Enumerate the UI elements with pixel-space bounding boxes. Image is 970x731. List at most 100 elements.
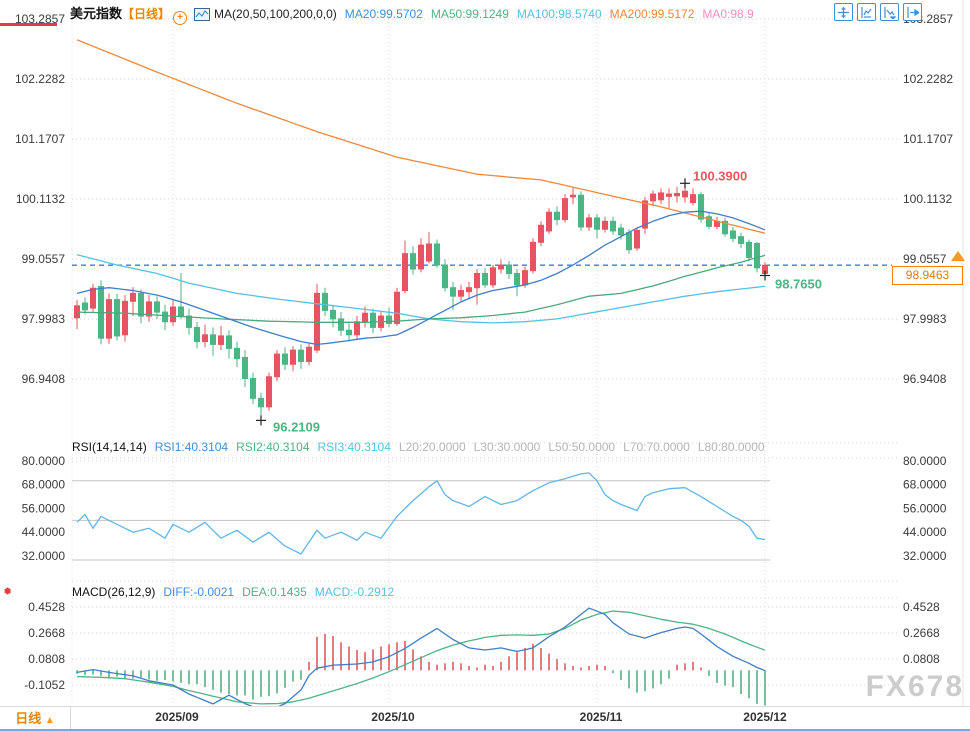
low-annotation: 96.2109 xyxy=(273,419,320,434)
ma50-value: MA50:99.1249 xyxy=(430,7,509,21)
ma200-value: MA200:99.5172 xyxy=(609,7,695,21)
price-axis-label-left: 103.2857 xyxy=(15,12,65,26)
candle-body xyxy=(738,236,744,244)
indicator-chart-icon[interactable] xyxy=(194,8,211,24)
candle-body xyxy=(330,309,336,320)
price-axis-label-right: 97.9983 xyxy=(903,312,947,326)
candle-body xyxy=(418,244,424,270)
rsi-axis-label-left: 56.0000 xyxy=(22,501,66,515)
macd-axis-label-right: 0.2668 xyxy=(903,626,940,640)
candle-body xyxy=(226,335,232,349)
rsi1-value: RSI1:40.3104 xyxy=(154,440,229,454)
x-label-dec: 2025/12 xyxy=(743,710,787,724)
macd-axis-label-left: 0.0808 xyxy=(28,652,65,666)
candle-body xyxy=(298,349,304,362)
zoom-in-chart-icon[interactable] xyxy=(857,3,876,21)
candle-body xyxy=(282,353,288,365)
rsi-l70-label: L70:70.0000 xyxy=(623,440,690,454)
candle-body xyxy=(266,376,272,408)
candle-body xyxy=(218,335,224,345)
price-axis-label-right: 100.1132 xyxy=(903,192,952,206)
candle-body xyxy=(90,287,96,309)
candle-body xyxy=(178,306,184,317)
price-axis-label-left: 102.2282 xyxy=(15,72,65,86)
macd-axis-label-right: 0.4528 xyxy=(903,600,940,614)
x-label-oct: 2025/10 xyxy=(371,710,415,724)
watermark: FX678 xyxy=(865,670,964,703)
candle-body xyxy=(130,292,136,302)
pan-right-icon[interactable] xyxy=(903,3,922,21)
rsi-axis-label-right: 80.0000 xyxy=(903,454,947,468)
candle-body xyxy=(346,329,352,336)
candle-body xyxy=(546,211,552,232)
period-label: 【日线】 xyxy=(122,7,171,21)
candle-body xyxy=(522,270,528,286)
candle-body xyxy=(338,318,344,331)
candle-body xyxy=(626,232,632,251)
price-axis-label-right: 99.0557 xyxy=(903,252,947,266)
high-annotation: 100.3900 xyxy=(693,168,747,183)
candle-body xyxy=(562,198,568,221)
price-axis-label-left: 96.9408 xyxy=(22,372,66,386)
candle-body xyxy=(122,300,128,336)
candle-body xyxy=(482,273,488,286)
candle-body xyxy=(666,193,672,197)
candle-body xyxy=(754,242,760,269)
candle-body xyxy=(642,200,648,229)
candle-body xyxy=(490,267,496,286)
rsi-axis-label-left: 80.0000 xyxy=(22,454,66,468)
period-tab-daily[interactable]: 日线 ▲ xyxy=(0,707,71,730)
candle-body xyxy=(682,190,688,198)
candle-body xyxy=(746,241,752,259)
candle-body xyxy=(570,194,576,198)
x-label-nov: 2025/11 xyxy=(579,710,623,724)
candle-body xyxy=(146,301,152,317)
candle-body xyxy=(530,241,536,272)
rsi-axis-label-right: 56.0000 xyxy=(903,501,947,515)
candle-body xyxy=(186,315,192,328)
candle-body xyxy=(162,311,168,323)
macd-value: MACD:-0.2912 xyxy=(314,585,395,599)
candle-body xyxy=(730,230,736,239)
rsi-axis-label-left: 68.0000 xyxy=(22,478,66,492)
add-indicator-icon[interactable]: + xyxy=(173,11,188,25)
candle-body xyxy=(106,299,112,339)
candle-body xyxy=(578,194,584,228)
window-bottom-edge xyxy=(0,729,970,731)
macd-header: MACD(26,12,9) DIFF:-0.0021 DEA:0.1435 MACD:… xyxy=(72,585,394,599)
rsi-axis-label-left: 44.0000 xyxy=(22,525,66,539)
candle-body xyxy=(722,220,728,235)
candle-body xyxy=(586,217,592,228)
candle-body xyxy=(706,216,712,227)
candle-body xyxy=(362,312,368,323)
candle-body xyxy=(618,227,624,236)
price-axis-label-right: 96.9408 xyxy=(903,372,947,386)
ma0-value: MA0:98.9 xyxy=(702,7,754,21)
rsi-title: RSI(14,14,14) xyxy=(72,440,147,454)
candle-body xyxy=(554,211,560,221)
candle-body xyxy=(458,290,464,297)
candle-body xyxy=(674,193,680,197)
candle-body xyxy=(202,334,208,343)
alert-icon[interactable]: ✹ xyxy=(3,586,13,598)
price-up-arrow-icon[interactable] xyxy=(951,251,965,261)
tab-active-underline xyxy=(0,23,57,26)
diff-value: DIFF:-0.0021 xyxy=(163,585,235,599)
candle-body xyxy=(138,292,144,317)
candle-body xyxy=(194,326,200,343)
price-axis-label-left: 99.0557 xyxy=(22,252,66,266)
candle-body xyxy=(234,347,240,360)
candle-body xyxy=(242,356,248,379)
move-crosshair-icon[interactable] xyxy=(834,3,853,21)
rsi-axis-label-right: 32.0000 xyxy=(903,549,947,563)
zoom-out-chart-icon[interactable] xyxy=(880,3,899,21)
candle-body xyxy=(434,243,440,266)
candle-body xyxy=(466,287,472,293)
last-low-annotation: 98.7650 xyxy=(775,276,822,291)
rsi-l50-label: L50:50.0000 xyxy=(548,440,616,454)
diff-line xyxy=(76,607,766,712)
candle-body xyxy=(402,253,408,292)
candle-body xyxy=(154,301,160,313)
